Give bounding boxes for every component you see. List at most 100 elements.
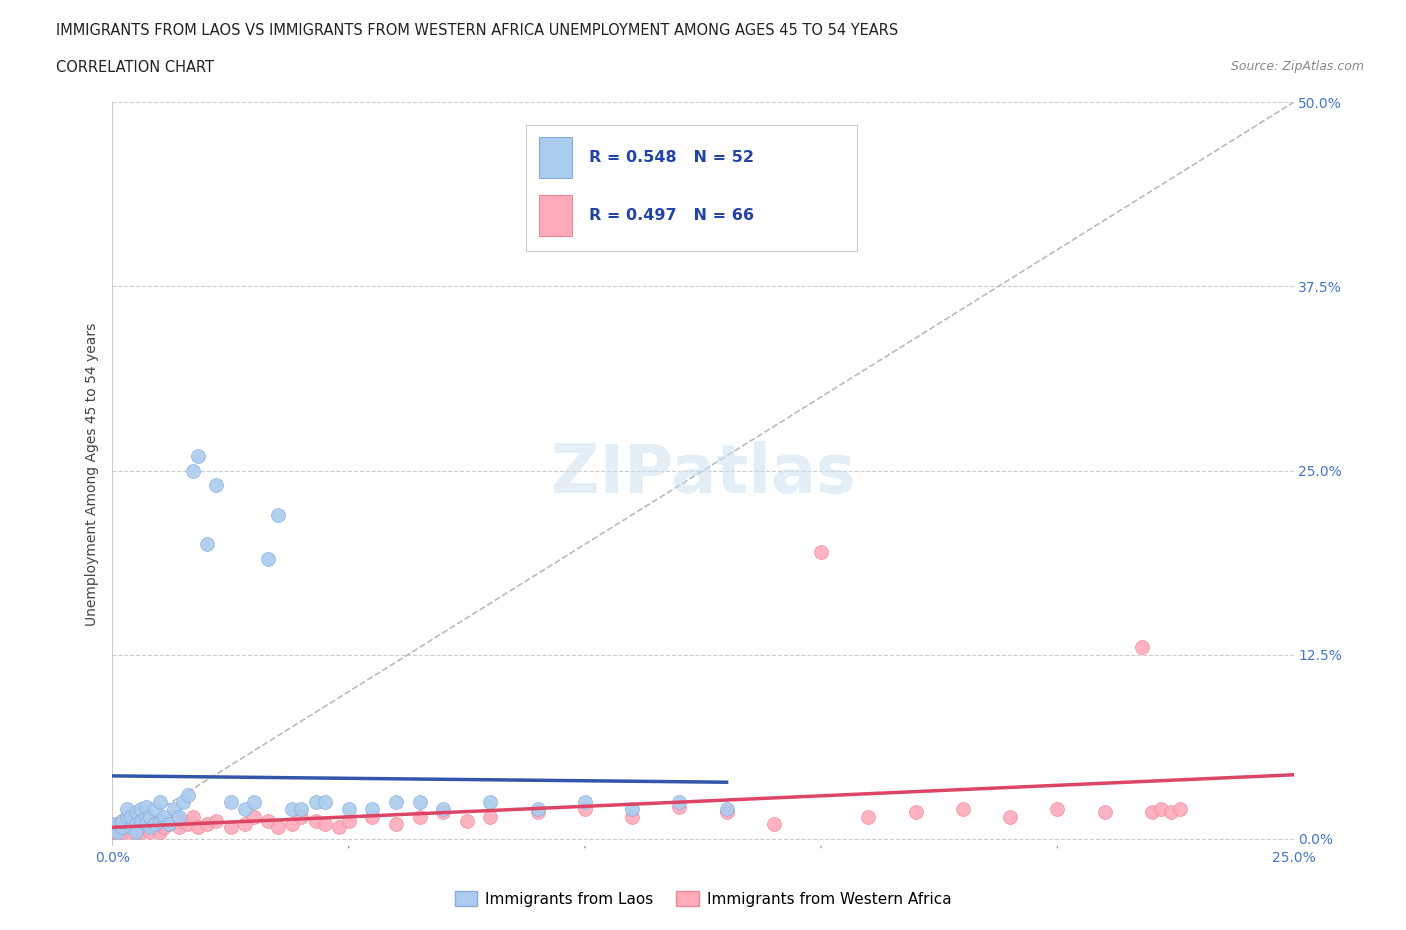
Point [668,794,690,809]
Legend: Immigrants from Laos, Immigrants from Western Africa: Immigrants from Laos, Immigrants from We… [449,885,957,913]
Point [143,802,166,817]
Point [115,809,138,824]
Point [125,819,148,834]
Point [1046,802,1069,817]
Point [129,814,152,829]
Point [115,819,138,834]
Point [195,817,218,831]
Point [120,819,142,834]
Point [479,794,502,809]
Point [716,802,738,817]
Point [125,814,148,829]
Point [526,802,548,817]
Point [526,805,548,820]
Point [1168,802,1191,817]
Point [243,794,266,809]
Point [267,508,290,523]
Text: Source: ZipAtlas.com: Source: ZipAtlas.com [1230,60,1364,73]
Point [257,814,280,829]
Point [1150,802,1173,817]
Point [304,794,326,809]
Point [408,794,430,809]
Point [139,809,162,824]
Point [195,537,218,551]
Point [762,817,785,831]
Point [952,802,974,817]
Point [129,824,152,839]
Point [361,802,384,817]
Point [143,817,166,831]
Point [281,817,304,831]
Point [120,809,142,824]
Point [143,817,166,831]
Point [153,819,176,834]
Point [181,463,204,478]
Point [163,809,186,824]
Text: ZIPatlas: ZIPatlas [551,442,855,507]
Point [1160,805,1182,820]
Point [157,817,180,831]
Point [167,819,190,834]
Point [135,809,157,824]
Point [314,794,336,809]
Point [149,814,172,829]
Point [432,802,454,817]
Point [621,802,644,817]
Point [290,809,312,824]
Y-axis label: Unemployment Among Ages 45 to 54 years: Unemployment Among Ages 45 to 54 years [84,323,98,626]
Point [361,809,384,824]
Point [111,814,134,829]
Text: IMMIGRANTS FROM LAOS VS IMMIGRANTS FROM WESTERN AFRICA UNEMPLOYMENT AMONG AGES 4: IMMIGRANTS FROM LAOS VS IMMIGRANTS FROM … [56,23,898,38]
Point [385,817,408,831]
Point [143,819,166,834]
Point [105,819,128,834]
Point [177,788,200,803]
Point [243,809,266,824]
Point [125,824,148,839]
Point [668,799,690,814]
Point [149,814,172,829]
Point [621,809,644,824]
Point [456,814,478,829]
Point [181,809,204,824]
Point [233,802,256,817]
Point [479,809,502,824]
Point [408,809,430,824]
Point [186,448,208,463]
Point [101,824,124,839]
Point [177,817,200,831]
Point [111,814,134,829]
Point [716,805,738,820]
Point [149,824,172,839]
Point [1140,805,1163,820]
Point [186,819,208,834]
Point [314,817,336,831]
Point [135,809,157,824]
Point [1130,640,1153,655]
Point [153,809,176,824]
Point [135,799,157,814]
Point [129,817,152,831]
Point [101,817,124,831]
Point [205,478,228,493]
Point [105,824,128,839]
Point [290,802,312,817]
Point [304,814,326,829]
Point [810,544,832,559]
Point [139,819,162,834]
Point [105,817,128,831]
Point [167,809,190,824]
Point [281,802,304,817]
Point [1094,805,1116,820]
Point [337,814,360,829]
Point [139,814,162,829]
Point [125,805,148,820]
Point [129,802,152,817]
Point [267,819,290,834]
Point [219,819,242,834]
Point [574,802,596,817]
Point [205,814,228,829]
Point [432,805,454,820]
Point [120,817,142,831]
Point [574,794,596,809]
